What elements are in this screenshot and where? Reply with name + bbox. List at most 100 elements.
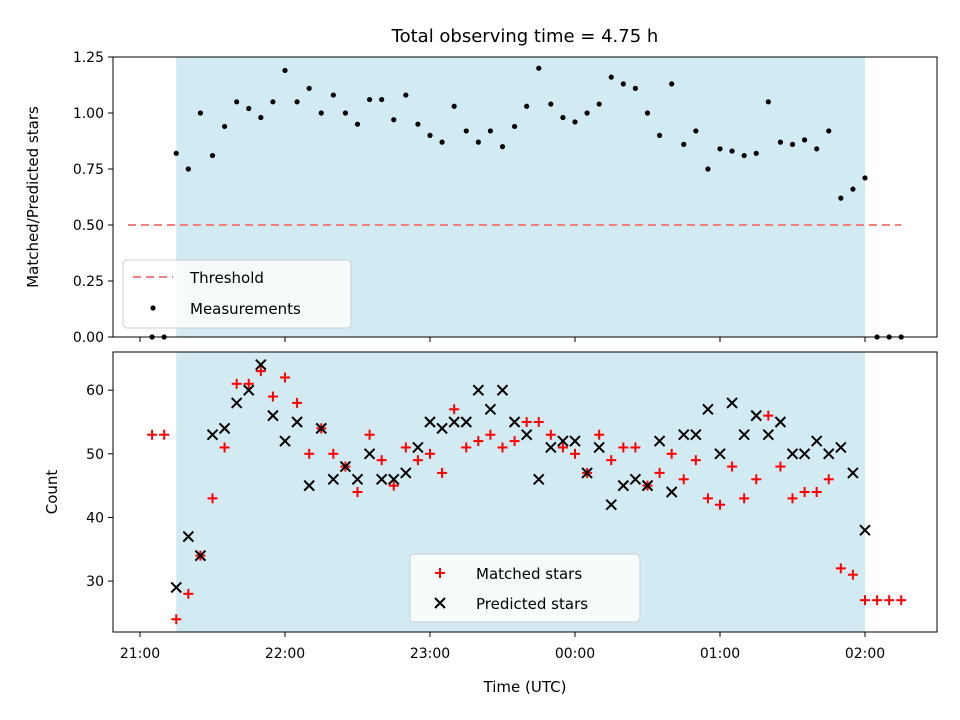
- measurement-point: [221, 123, 228, 130]
- measurement-point: [717, 146, 723, 152]
- predicted-star-marker: [690, 429, 702, 441]
- measurement-point: [874, 334, 880, 340]
- legend-box: [409, 553, 641, 623]
- measurement-point: [354, 121, 361, 127]
- matched-star-marker: [435, 568, 445, 578]
- matched-star-marker: [896, 595, 907, 606]
- measurement-point: [536, 65, 542, 71]
- measurement-point: [814, 146, 820, 152]
- measurement-point: [379, 96, 385, 103]
- predicted-star-marker: [448, 416, 460, 428]
- matched-star-marker: [884, 595, 895, 606]
- predicted-star-marker: [810, 435, 823, 447]
- measurement-point: [415, 121, 421, 127]
- measurement-point: [246, 105, 252, 112]
- measurement-point: [753, 150, 759, 156]
- predicted-star-marker: [678, 429, 690, 441]
- predicted-star-marker: [327, 473, 340, 485]
- measurement-point: [330, 92, 336, 98]
- measurement-point: [161, 334, 167, 340]
- matched-star-marker: [654, 467, 665, 478]
- matched-star-marker: [280, 372, 290, 383]
- matched-star-marker: [570, 448, 580, 459]
- matched-star-marker: [533, 417, 544, 427]
- matched-star-marker: [425, 448, 435, 459]
- matched-star-marker: [388, 480, 399, 491]
- matched-star-marker: [678, 474, 689, 485]
- predicted-star-marker: [436, 422, 448, 435]
- measurement-point: [548, 101, 554, 107]
- matched-star-marker: [376, 455, 387, 466]
- predicted-star-marker: [823, 448, 835, 460]
- predicted-star-marker: [762, 429, 775, 441]
- matched-star-marker: [461, 442, 472, 453]
- matched-star-marker: [775, 461, 786, 472]
- predicted-legend-label: Predicted stars: [476, 595, 588, 613]
- matched-star-marker: [823, 474, 834, 485]
- matched-star-marker: [666, 448, 677, 459]
- matched-star-marker: [702, 493, 713, 504]
- predicted-star-marker: [484, 403, 497, 415]
- measurement-point: [826, 128, 832, 134]
- predicted-star-marker: [581, 467, 593, 479]
- predicted-star-marker: [847, 467, 859, 479]
- matched-star-marker: [787, 493, 798, 504]
- matched-star-marker: [715, 499, 725, 510]
- y-tick-label: 1.25: [73, 50, 104, 66]
- measurement-point: [656, 132, 663, 138]
- matched-star-marker: [811, 487, 822, 497]
- measurement-point: [427, 132, 433, 138]
- matched-star-marker: [207, 493, 218, 504]
- predicted-star-marker: [206, 429, 219, 441]
- matched-star-marker: [159, 429, 170, 440]
- matched-star-marker: [799, 487, 810, 497]
- predicted-star-marker: [279, 435, 291, 447]
- predicted-star-marker: [424, 416, 436, 428]
- predicted-star-marker: [629, 473, 642, 485]
- predicted-star-marker: [170, 581, 182, 594]
- predicted-star-marker: [750, 409, 762, 422]
- y-tick-label: 1.00: [73, 106, 104, 122]
- matched-star-marker: [485, 429, 496, 440]
- measurement-point: [475, 139, 481, 145]
- predicted-star-marker: [557, 435, 569, 447]
- x-tick-label: 01:00: [700, 646, 740, 662]
- matched-star-marker: [183, 588, 194, 599]
- measurement-legend-swatch: [150, 305, 156, 311]
- matched-star-marker: [835, 563, 846, 574]
- measurement-point: [669, 81, 675, 87]
- legend-box: [122, 259, 352, 329]
- matched-star-marker: [267, 391, 278, 402]
- y-tick-label: 0.25: [73, 274, 104, 290]
- measurement-point: [681, 141, 687, 147]
- measurement-point: [511, 123, 518, 130]
- matched-star-marker: [545, 429, 556, 440]
- y-tick-label: 40: [86, 510, 104, 526]
- predicted-star-marker: [714, 448, 726, 460]
- measurement-point: [173, 150, 179, 156]
- matched-star-marker: [400, 442, 411, 453]
- predicted-star-marker: [726, 397, 738, 409]
- predicted-star-marker: [520, 429, 533, 441]
- matched-legend-label: Matched stars: [476, 565, 582, 583]
- matched-star-marker: [630, 442, 641, 453]
- measurement-point: [234, 99, 240, 105]
- measurement-point: [741, 152, 747, 159]
- predicted-star-marker: [182, 530, 195, 543]
- predicted-star-marker: [351, 473, 364, 485]
- y-tick-label: 0.00: [73, 330, 104, 346]
- measurement-point: [463, 128, 469, 134]
- matched-star-marker: [449, 404, 460, 415]
- predicted-star-marker: [194, 549, 207, 562]
- measurement-point: [366, 96, 373, 103]
- measurement-point: [258, 114, 264, 121]
- measurement-point: [620, 81, 626, 87]
- x-tick-label: 22:00: [265, 646, 305, 662]
- matched-star-marker: [739, 493, 750, 504]
- measurement-point: [439, 139, 445, 145]
- measurement-point: [705, 166, 711, 172]
- predicted-star-marker: [230, 397, 243, 409]
- measurement-point: [197, 110, 204, 116]
- measurement-point: [318, 110, 324, 116]
